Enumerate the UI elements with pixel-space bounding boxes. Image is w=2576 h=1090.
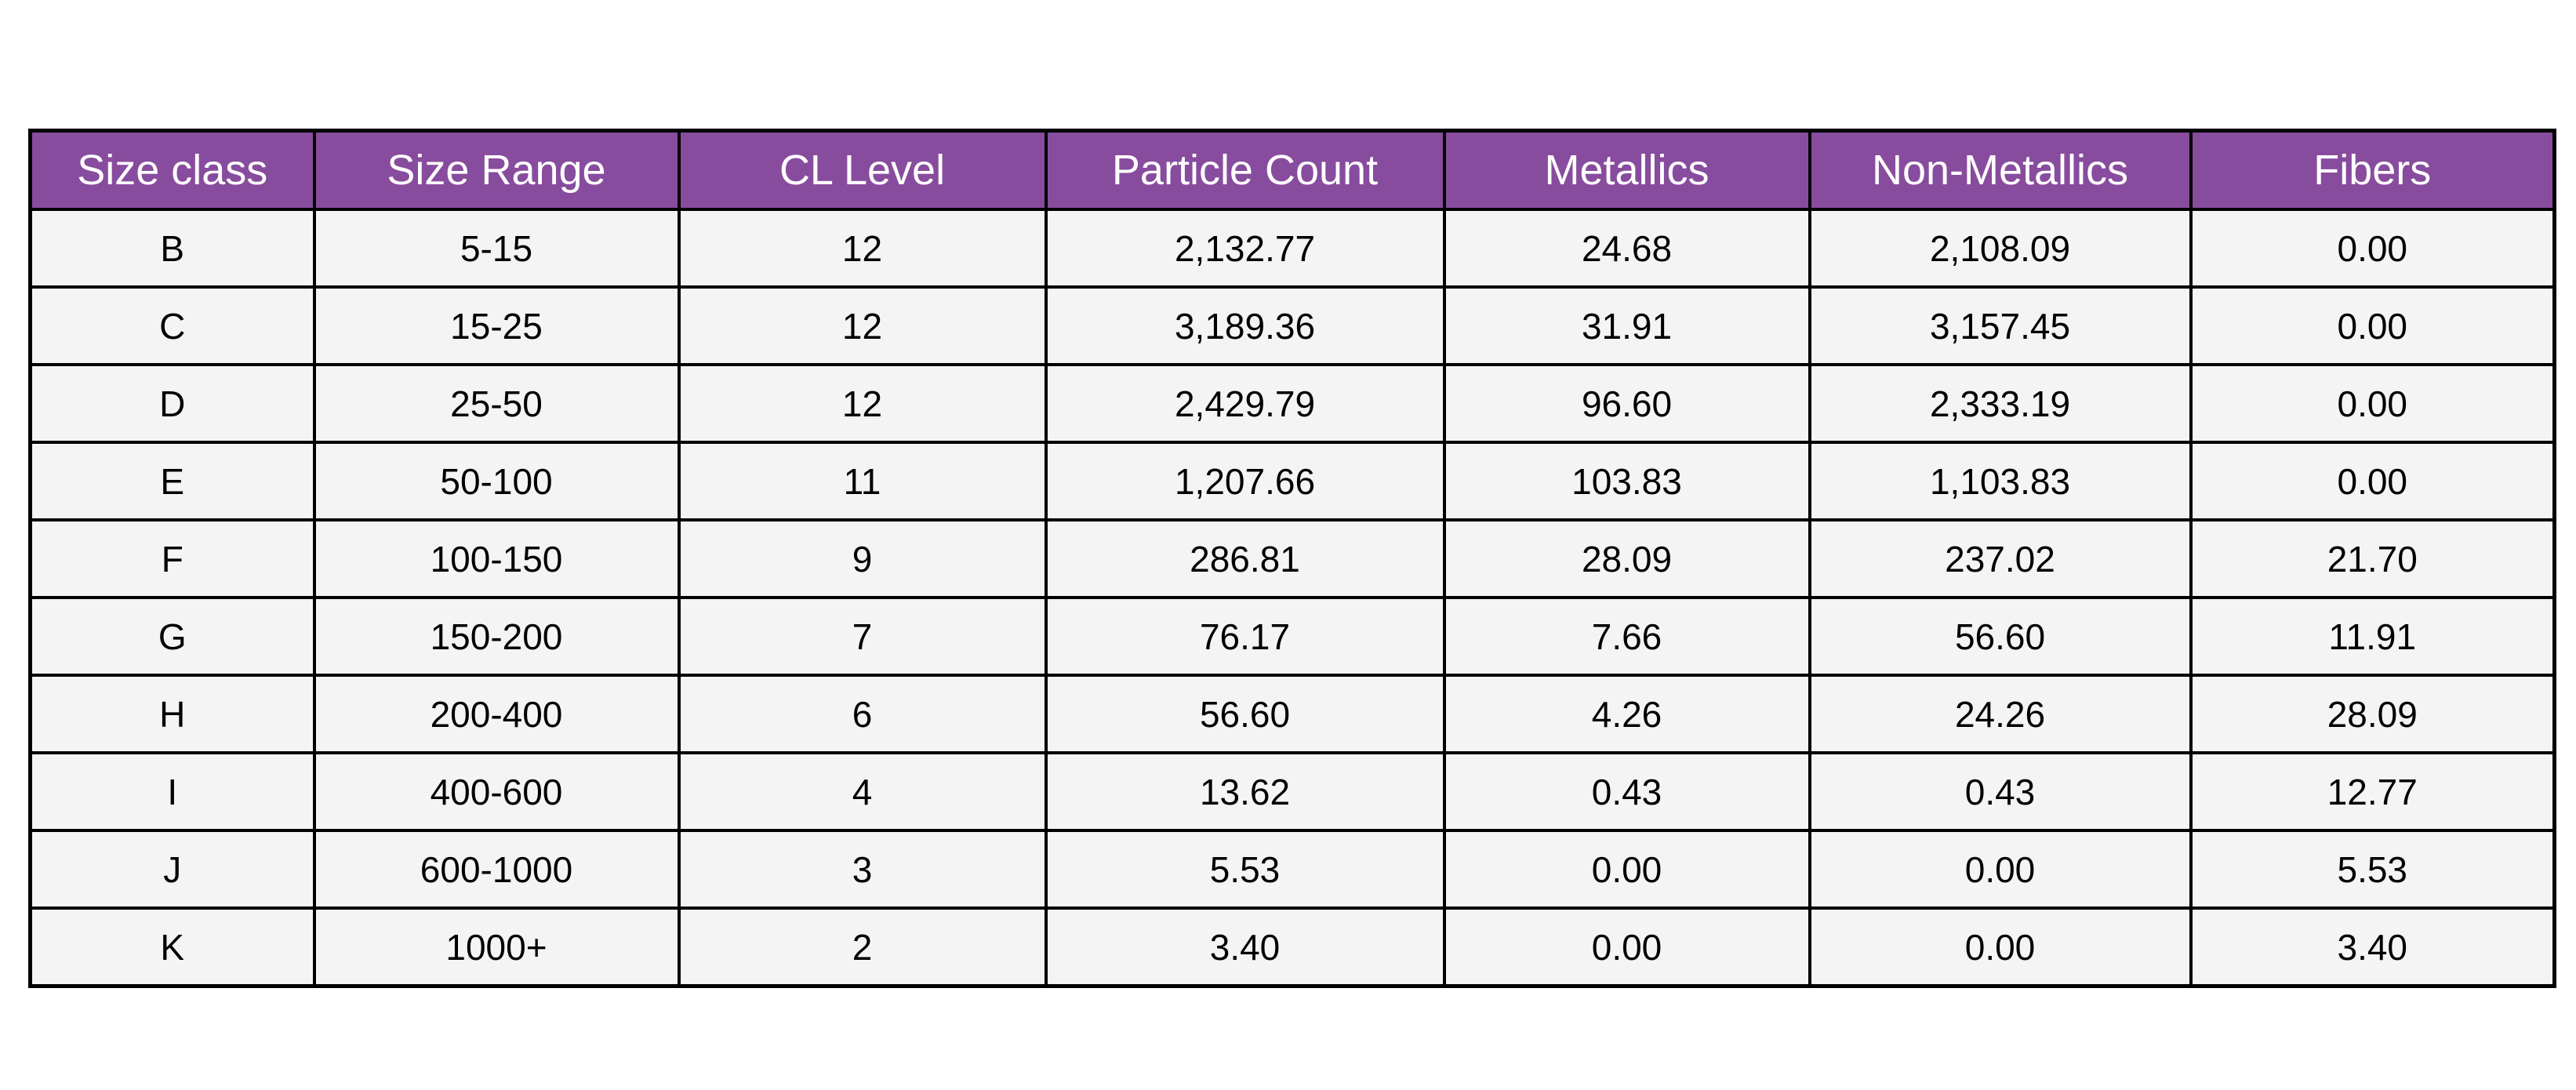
table-row: K 1000+ 2 3.40 0.00 0.00 3.40 xyxy=(28,907,2556,988)
cell-metallics: 28.09 xyxy=(1442,518,1811,599)
cell-non-metallics: 2,333.19 xyxy=(1808,363,2193,444)
cell-size-class: J xyxy=(28,829,316,910)
cell-size-range: 100-150 xyxy=(312,518,681,599)
header-row: Size class Size Range CL Level Particle Cou… xyxy=(28,129,2556,211)
column-header-size-class: Size class xyxy=(28,129,316,211)
cell-cl-level: 12 xyxy=(677,363,1048,444)
cell-fibers: 0.00 xyxy=(2189,285,2556,366)
cell-cl-level: 12 xyxy=(677,285,1048,366)
cell-size-range: 50-100 xyxy=(312,441,681,521)
column-header-fibers: Fibers xyxy=(2189,129,2556,211)
cell-fibers: 11.91 xyxy=(2189,596,2556,677)
cell-size-class: G xyxy=(28,596,316,677)
cell-cl-level: 12 xyxy=(677,208,1048,289)
cell-metallics: 0.43 xyxy=(1442,751,1811,832)
cell-size-range: 200-400 xyxy=(312,674,681,754)
cell-non-metallics: 3,157.45 xyxy=(1808,285,2193,366)
cell-metallics: 96.60 xyxy=(1442,363,1811,444)
cell-metallics: 7.66 xyxy=(1442,596,1811,677)
cell-non-metallics: 1,103.83 xyxy=(1808,441,2193,521)
particle-size-table: Size class Size Range CL Level Particle Cou… xyxy=(28,129,2556,988)
table-row: D 25-50 12 2,429.79 96.60 2,333.19 0.00 xyxy=(28,363,2556,444)
table-row: E 50-100 11 1,207.66 103.83 1,103.83 0.00 xyxy=(28,441,2556,521)
cell-fibers: 28.09 xyxy=(2189,674,2556,754)
cell-cl-level: 3 xyxy=(677,829,1048,910)
cell-fibers: 0.00 xyxy=(2189,441,2556,521)
cell-particle-count: 2,429.79 xyxy=(1044,363,1446,444)
cell-metallics: 31.91 xyxy=(1442,285,1811,366)
cell-particle-count: 286.81 xyxy=(1044,518,1446,599)
cell-cl-level: 7 xyxy=(677,596,1048,677)
cell-size-range: 15-25 xyxy=(312,285,681,366)
cell-cl-level: 11 xyxy=(677,441,1048,521)
cell-non-metallics: 0.00 xyxy=(1808,907,2193,988)
cell-size-range: 150-200 xyxy=(312,596,681,677)
cell-cl-level: 6 xyxy=(677,674,1048,754)
cell-particle-count: 1,207.66 xyxy=(1044,441,1446,521)
table-row: C 15-25 12 3,189.36 31.91 3,157.45 0.00 xyxy=(28,285,2556,366)
column-header-metallics: Metallics xyxy=(1442,129,1811,211)
cell-size-range: 600-1000 xyxy=(312,829,681,910)
cell-metallics: 0.00 xyxy=(1442,829,1811,910)
cell-metallics: 4.26 xyxy=(1442,674,1811,754)
table-row: F 100-150 9 286.81 28.09 237.02 21.70 xyxy=(28,518,2556,599)
column-header-cl-level: CL Level xyxy=(677,129,1048,211)
cell-fibers: 12.77 xyxy=(2189,751,2556,832)
cell-particle-count: 3.40 xyxy=(1044,907,1446,988)
cell-non-metallics: 237.02 xyxy=(1808,518,2193,599)
cell-non-metallics: 56.60 xyxy=(1808,596,2193,677)
cell-size-class: I xyxy=(28,751,316,832)
cell-size-class: D xyxy=(28,363,316,444)
cell-metallics: 24.68 xyxy=(1442,208,1811,289)
cell-size-class: E xyxy=(28,441,316,521)
cell-particle-count: 13.62 xyxy=(1044,751,1446,832)
cell-particle-count: 76.17 xyxy=(1044,596,1446,677)
cell-size-class: C xyxy=(28,285,316,366)
table-row: H 200-400 6 56.60 4.26 24.26 28.09 xyxy=(28,674,2556,754)
column-header-non-metallics: Non-Metallics xyxy=(1808,129,2193,211)
cell-fibers: 0.00 xyxy=(2189,208,2556,289)
cell-particle-count: 5.53 xyxy=(1044,829,1446,910)
cell-fibers: 21.70 xyxy=(2189,518,2556,599)
cell-size-range: 25-50 xyxy=(312,363,681,444)
cell-metallics: 0.00 xyxy=(1442,907,1811,988)
cell-metallics: 103.83 xyxy=(1442,441,1811,521)
table-row: G 150-200 7 76.17 7.66 56.60 11.91 xyxy=(28,596,2556,677)
cell-fibers: 5.53 xyxy=(2189,829,2556,910)
cell-cl-level: 4 xyxy=(677,751,1048,832)
cell-size-range: 400-600 xyxy=(312,751,681,832)
cell-size-class: F xyxy=(28,518,316,599)
cell-particle-count: 2,132.77 xyxy=(1044,208,1446,289)
cell-size-class: B xyxy=(28,208,316,289)
cell-non-metallics: 0.43 xyxy=(1808,751,2193,832)
column-header-size-range: Size Range xyxy=(312,129,681,211)
cell-size-range: 5-15 xyxy=(312,208,681,289)
cell-fibers: 0.00 xyxy=(2189,363,2556,444)
table-row: J 600-1000 3 5.53 0.00 0.00 5.53 xyxy=(28,829,2556,910)
cell-non-metallics: 2,108.09 xyxy=(1808,208,2193,289)
cell-size-range: 1000+ xyxy=(312,907,681,988)
cell-particle-count: 56.60 xyxy=(1044,674,1446,754)
table-row: I 400-600 4 13.62 0.43 0.43 12.77 xyxy=(28,751,2556,832)
cell-size-class: H xyxy=(28,674,316,754)
cell-non-metallics: 0.00 xyxy=(1808,829,2193,910)
table-row: B 5-15 12 2,132.77 24.68 2,108.09 0.00 xyxy=(28,208,2556,289)
column-header-particle-count: Particle Count xyxy=(1044,129,1446,211)
cell-cl-level: 2 xyxy=(677,907,1048,988)
cell-non-metallics: 24.26 xyxy=(1808,674,2193,754)
cell-particle-count: 3,189.36 xyxy=(1044,285,1446,366)
cell-cl-level: 9 xyxy=(677,518,1048,599)
cell-fibers: 3.40 xyxy=(2189,907,2556,988)
cell-size-class: K xyxy=(28,907,316,988)
